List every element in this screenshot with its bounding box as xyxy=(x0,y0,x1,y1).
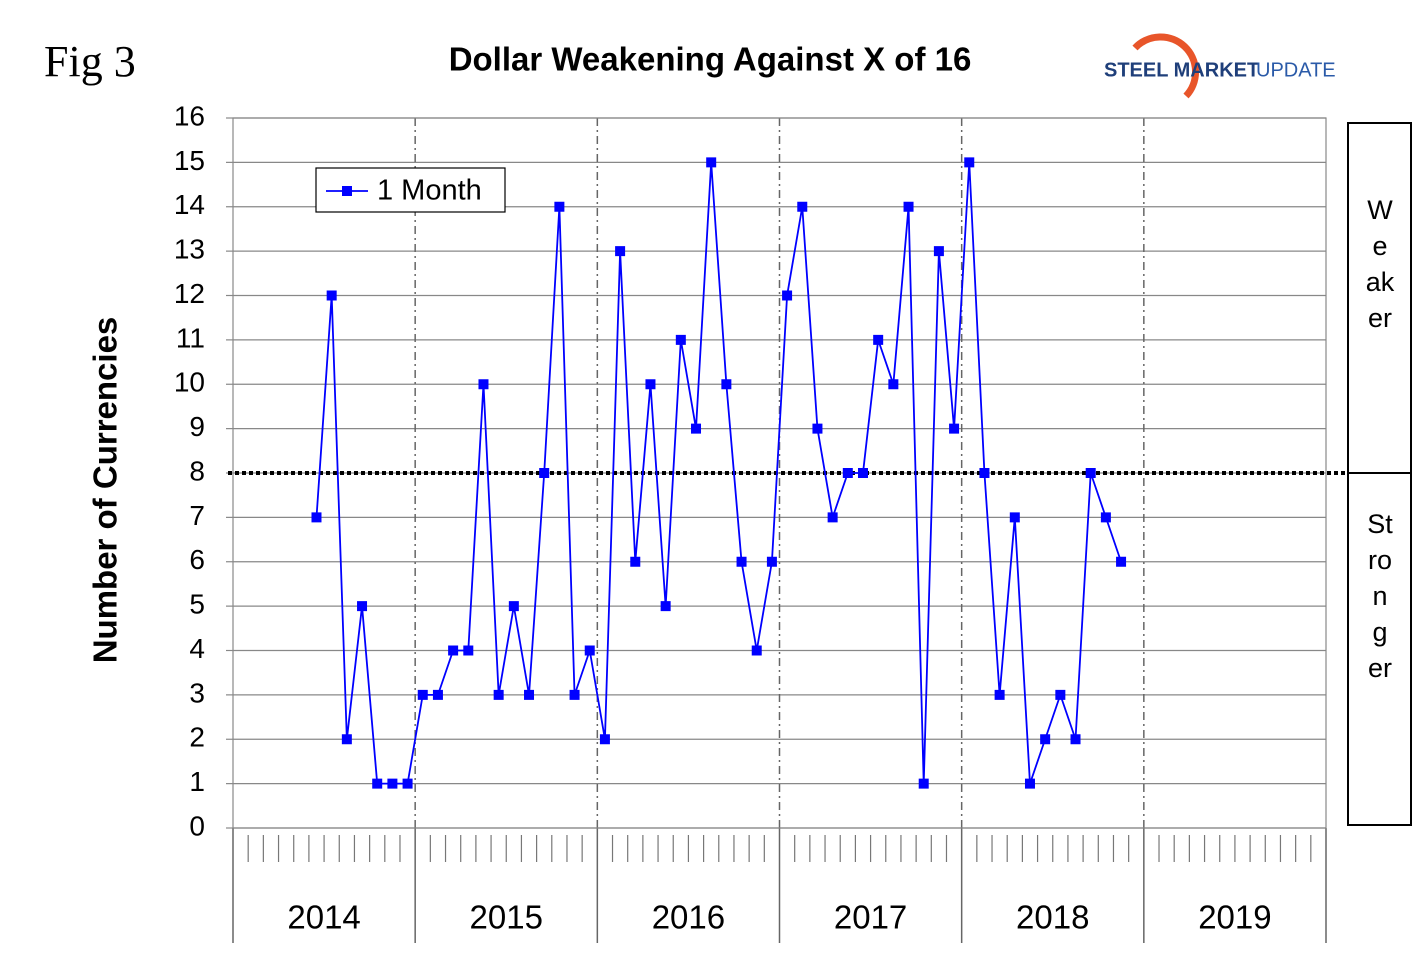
series-marker xyxy=(599,734,610,745)
series-marker xyxy=(478,379,489,390)
series-marker xyxy=(554,201,565,212)
series-marker xyxy=(812,423,823,434)
series-marker xyxy=(645,379,656,390)
series-marker xyxy=(387,778,398,789)
series-marker xyxy=(311,512,322,523)
series-marker xyxy=(842,468,853,478)
series-marker xyxy=(721,379,732,390)
series-marker xyxy=(827,512,838,523)
plot-frame xyxy=(232,117,1327,829)
series-marker xyxy=(539,468,550,478)
year-label: 2017 xyxy=(834,899,907,936)
series-marker xyxy=(630,556,641,567)
y-tick-label: 11 xyxy=(176,322,205,353)
y-tick-label: 8 xyxy=(189,455,205,486)
series-marker xyxy=(857,468,868,478)
y-tick-label: 0 xyxy=(189,810,205,841)
series-marker xyxy=(1100,512,1111,523)
y-tick-label: 14 xyxy=(174,189,205,220)
series-marker xyxy=(1009,512,1020,523)
series-marker xyxy=(797,201,808,212)
y-tick-label: 1 xyxy=(189,766,205,797)
logo-suffix: UPDATE xyxy=(1256,59,1336,81)
side-label-lower: Stronger xyxy=(1367,509,1393,683)
series-marker xyxy=(432,689,443,700)
y-tick-label: 15 xyxy=(174,145,205,176)
series-marker xyxy=(1070,734,1081,745)
series-marker xyxy=(584,645,595,656)
legend-label: 1 Month xyxy=(377,175,482,207)
series-marker xyxy=(766,556,777,567)
series-marker xyxy=(341,734,352,745)
series-marker xyxy=(417,689,428,700)
y-tick-label: 16 xyxy=(174,100,205,131)
y-tick-label: 4 xyxy=(189,633,205,664)
y-tick-label: 9 xyxy=(189,411,205,442)
series-marker xyxy=(903,201,914,212)
series-marker xyxy=(493,689,504,700)
y-tick-label: 12 xyxy=(174,278,205,309)
series-marker xyxy=(402,778,413,789)
series-marker xyxy=(463,645,474,656)
series-marker xyxy=(964,157,975,168)
series-marker xyxy=(1116,556,1127,567)
logo-arc xyxy=(1132,33,1199,99)
year-label: 2015 xyxy=(470,899,543,936)
figure-label: Fig 3 xyxy=(44,37,136,86)
series-marker xyxy=(873,334,884,345)
y-tick-label: 5 xyxy=(189,589,205,620)
year-label: 2018 xyxy=(1016,899,1089,936)
series-marker xyxy=(751,645,762,656)
y-tick-label: 10 xyxy=(174,367,205,398)
y-tick-label: 7 xyxy=(189,500,205,531)
series-marker xyxy=(1024,778,1035,789)
series-marker xyxy=(1055,689,1066,700)
series-marker xyxy=(1085,468,1096,478)
series-marker xyxy=(888,379,899,390)
series-marker xyxy=(660,601,671,612)
chart-title: Dollar Weakening Against X of 16 xyxy=(449,41,972,78)
y-tick-label: 13 xyxy=(174,234,205,265)
logo-brand: STEEL MARKET xyxy=(1104,59,1259,81)
year-label: 2016 xyxy=(652,899,725,936)
series-marker xyxy=(1040,734,1051,745)
series-marker xyxy=(326,290,337,301)
series-marker xyxy=(357,601,368,612)
series-line xyxy=(315,162,1122,785)
series-marker xyxy=(949,423,960,434)
series-marker xyxy=(524,689,535,700)
series-marker xyxy=(994,689,1005,700)
y-tick-label: 3 xyxy=(189,677,205,708)
y-tick-label: 6 xyxy=(189,544,205,575)
series-marker xyxy=(615,246,626,257)
series-marker xyxy=(918,778,929,789)
series-marker xyxy=(508,601,519,612)
series-marker xyxy=(691,423,702,434)
side-label-upper: Weaker xyxy=(1365,195,1395,333)
series-marker xyxy=(736,556,747,567)
series-marker xyxy=(933,246,944,257)
series-marker xyxy=(448,645,459,656)
series-marker xyxy=(675,334,686,345)
series-marker xyxy=(706,157,717,168)
series-marker xyxy=(979,468,990,478)
y-tick-label: 2 xyxy=(189,722,205,753)
series-marker xyxy=(372,778,383,789)
year-label: 2019 xyxy=(1198,899,1271,936)
legend-marker xyxy=(342,186,352,196)
series-marker xyxy=(782,290,793,301)
year-label: 2014 xyxy=(287,899,360,936)
y-axis-label: Number of Currencies xyxy=(87,317,124,664)
series-marker xyxy=(569,689,580,700)
